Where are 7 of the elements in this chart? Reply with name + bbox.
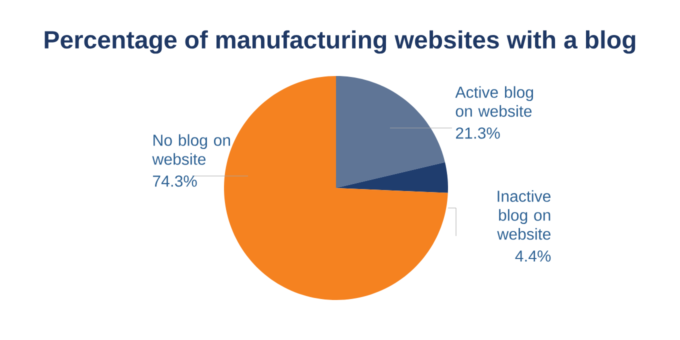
chart-title: Percentage of manufacturing websites with a blog [44, 30, 636, 54]
data-label: 4.4% [515, 250, 551, 262]
data-label: 21.3% [456, 127, 500, 139]
slice-label: No blog on website [152, 134, 230, 165]
slice-label: Active blog on website [455, 86, 534, 117]
slice-label: Inactive blog on website [497, 190, 550, 240]
data-label: 74.3% [153, 175, 197, 187]
